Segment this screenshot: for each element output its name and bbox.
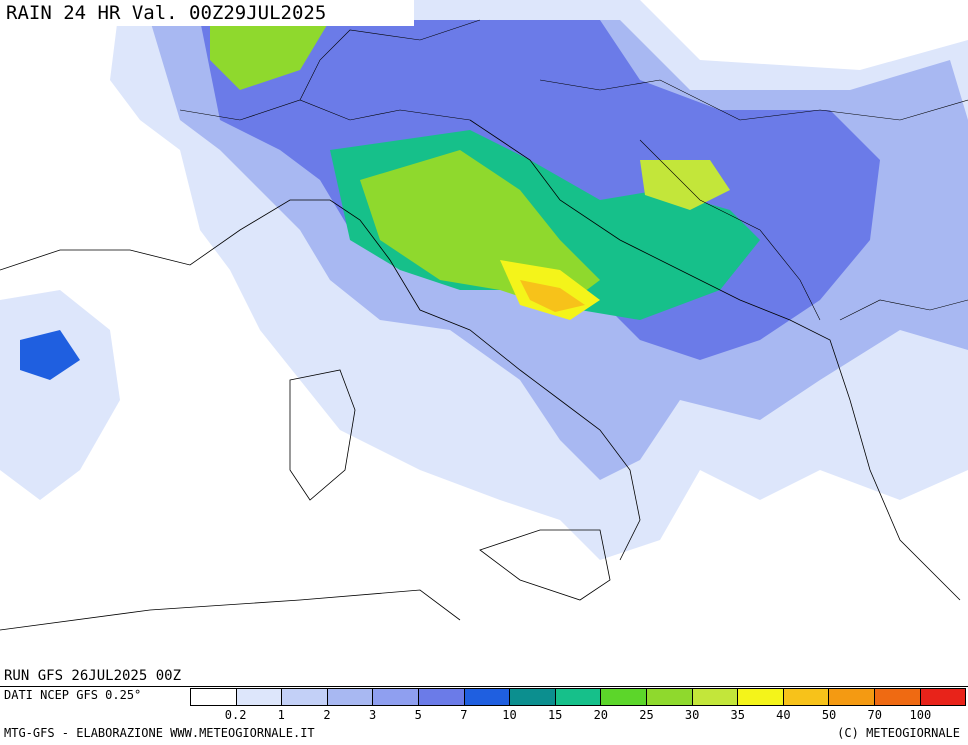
map-title: RAIN 24 HR Val. 00Z29JUL2025 bbox=[0, 0, 414, 26]
legend-label: 25 bbox=[639, 708, 654, 722]
legend-swatch bbox=[236, 689, 283, 705]
legend-swatch bbox=[327, 689, 374, 705]
run-info: RUN GFS 26JUL2025 00Z bbox=[4, 668, 182, 684]
data-source: DATI NCEP GFS 0.25° bbox=[4, 688, 142, 702]
legend-label: 0.2 bbox=[224, 708, 247, 722]
legend-swatch bbox=[783, 689, 830, 705]
country-borders bbox=[179, 19, 968, 321]
legend-label: 50 bbox=[821, 708, 837, 722]
legend-swatch bbox=[510, 689, 556, 705]
divider bbox=[0, 686, 968, 687]
legend-label: 15 bbox=[547, 708, 563, 722]
legend-label: 1 bbox=[277, 708, 285, 722]
legend-label: 70 bbox=[867, 708, 882, 722]
precipitation-map bbox=[0, 0, 968, 631]
legend-swatch bbox=[646, 689, 693, 705]
legend-label: 30 bbox=[684, 708, 700, 722]
legend-swatch bbox=[874, 689, 921, 705]
legend-swatch bbox=[692, 689, 739, 705]
legend-label: 35 bbox=[730, 708, 745, 722]
legend-swatch bbox=[738, 689, 784, 705]
legend-label: 10 bbox=[502, 708, 517, 722]
legend-swatch bbox=[282, 689, 328, 705]
legend-label: 20 bbox=[593, 708, 609, 722]
footer-copyright: (C) METEOGIORNALE bbox=[837, 726, 960, 740]
legend-label: 5 bbox=[414, 708, 422, 722]
legend-swatch bbox=[555, 689, 602, 705]
legend-label: 40 bbox=[776, 708, 791, 722]
legend-label: 3 bbox=[368, 708, 377, 722]
legend-label: 100 bbox=[909, 708, 932, 722]
legend-label: 7 bbox=[460, 708, 468, 722]
rain-area-north-green bbox=[210, 20, 330, 90]
legend-label: 2 bbox=[323, 708, 331, 722]
legend-swatch bbox=[920, 689, 966, 705]
rain-area-west-blue bbox=[20, 330, 80, 380]
legend-swatch bbox=[373, 689, 419, 705]
footer-credit: MTG-GFS - ELABORAZIONE WWW.METEOGIORNALE… bbox=[4, 726, 315, 740]
legend-labels: 0.2 1 2 3 5 7 10 15 20 25 30 35 40 50 70 100 bbox=[190, 708, 966, 722]
coastlines bbox=[0, 119, 961, 631]
legend-swatch bbox=[418, 689, 465, 705]
rain-area-orange bbox=[520, 280, 585, 312]
legend-swatch bbox=[829, 689, 875, 705]
color-legend bbox=[190, 688, 966, 706]
legend-swatch bbox=[191, 689, 237, 705]
legend-swatch bbox=[601, 689, 647, 705]
legend-swatch bbox=[464, 689, 511, 705]
